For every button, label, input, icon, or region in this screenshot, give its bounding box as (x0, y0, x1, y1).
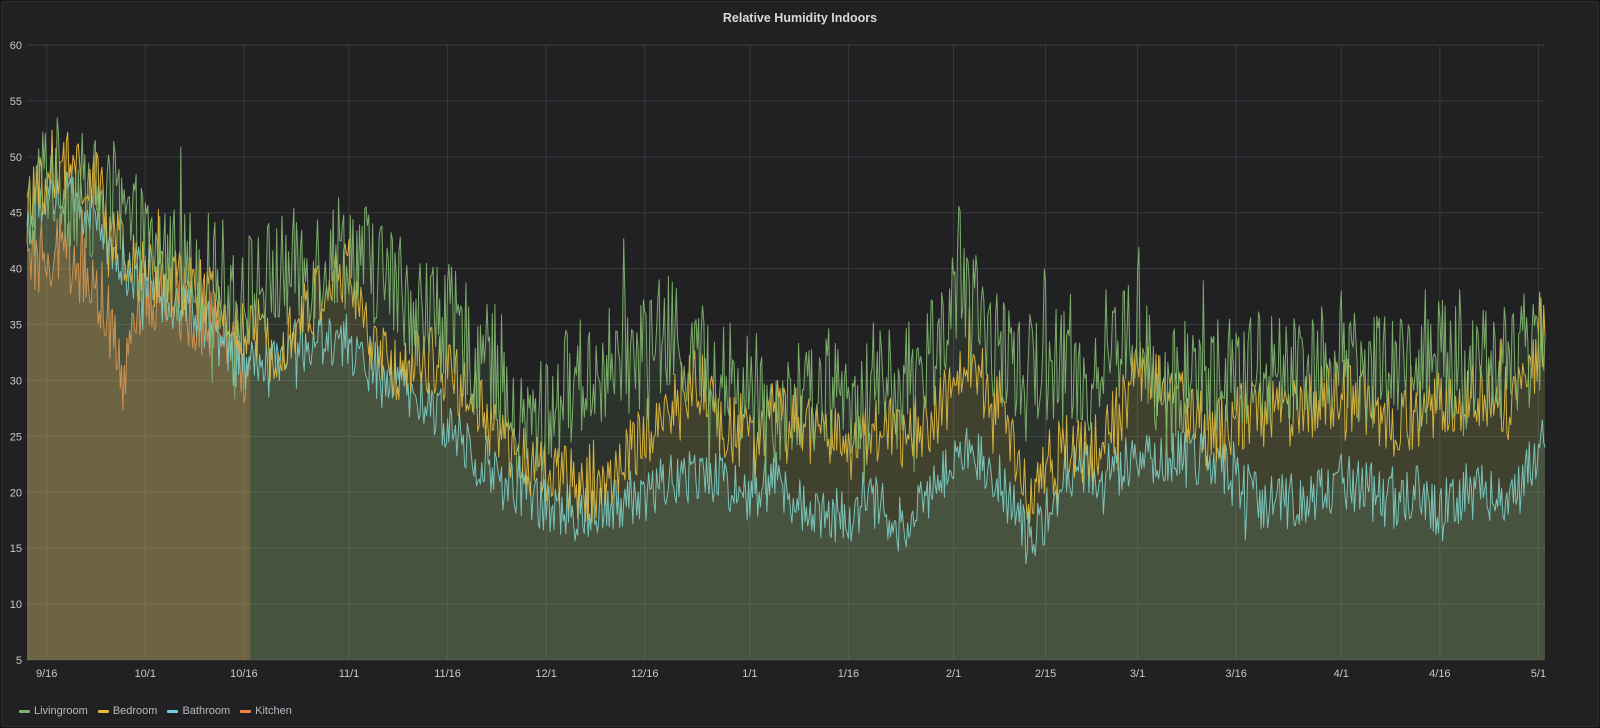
legend-label: Kitchen (255, 705, 292, 717)
legend-swatch-bathroom (167, 709, 179, 713)
legend-item-bedroom[interactable]: Bedroom (97, 705, 158, 717)
legend-item-bathroom[interactable]: Bathroom (167, 705, 230, 717)
x-tick-label: 1/16 (838, 668, 859, 680)
x-tick-label: 9/16 (36, 668, 57, 680)
x-tick-label: 10/16 (230, 668, 258, 680)
y-tick-label: 25 (10, 431, 22, 443)
y-tick-label: 50 (10, 152, 22, 164)
series-area-livingroom (27, 117, 1545, 660)
legend-label: Livingroom (34, 705, 88, 717)
x-tick-label: 3/1 (1130, 668, 1145, 680)
y-tick-label: 20 (10, 487, 22, 499)
legend: Livingroom Bedroom Bathroom Kitchen (19, 705, 292, 717)
legend-item-livingroom[interactable]: Livingroom (19, 705, 88, 717)
legend-swatch-livingroom (19, 709, 30, 713)
x-tick-label: 2/15 (1035, 668, 1056, 680)
y-tick-label: 15 (10, 543, 22, 555)
x-tick-label: 12/1 (535, 668, 556, 680)
y-tick-label: 60 (10, 40, 22, 52)
series-area-bedroom (27, 130, 1545, 660)
y-tick-label: 5 (16, 655, 22, 667)
y-tick-label: 30 (10, 375, 22, 387)
legend-label: Bedroom (112, 705, 158, 717)
x-tick-label: 1/1 (742, 668, 757, 680)
x-tick-label: 4/16 (1429, 668, 1450, 680)
humidity-chart[interactable]: 5 10 15 20 25 30 35 40 45 50 55 60 9/16 10/1 10/16 11/1… (2, 2, 1598, 702)
y-tick-label: 35 (10, 320, 22, 332)
series-line-bedroom (26, 129, 1546, 523)
legend-label: Bathroom (182, 705, 231, 717)
panel-title[interactable]: Relative Humidity Indoors (722, 11, 878, 25)
series-line-bathroom (26, 171, 1546, 565)
x-tick-label: 11/1 (339, 668, 360, 680)
x-tick-label: 12/16 (631, 668, 659, 680)
y-tick-label: 55 (10, 96, 22, 108)
y-tick-label: 45 (10, 208, 22, 220)
x-tick-label: 10/1 (135, 668, 156, 680)
x-tick-label: 11/16 (434, 668, 461, 680)
plot-area (27, 45, 1545, 660)
legend-item-kitchen[interactable]: Kitchen (240, 705, 292, 717)
series-area-bathroom (27, 171, 1545, 660)
legend-swatch-kitchen (240, 709, 252, 713)
x-tick-label: 5/1 (1531, 668, 1546, 680)
y-tick-label: 10 (10, 599, 22, 611)
x-tick-label: 3/16 (1225, 668, 1246, 680)
y-tick-label: 40 (10, 264, 22, 276)
series-line-livingroom (26, 117, 1546, 495)
x-tick-label: 4/1 (1334, 668, 1349, 680)
series-area-kitchen (27, 209, 251, 660)
legend-swatch-bedroom (97, 709, 109, 713)
x-tick-label: 2/1 (946, 668, 961, 680)
